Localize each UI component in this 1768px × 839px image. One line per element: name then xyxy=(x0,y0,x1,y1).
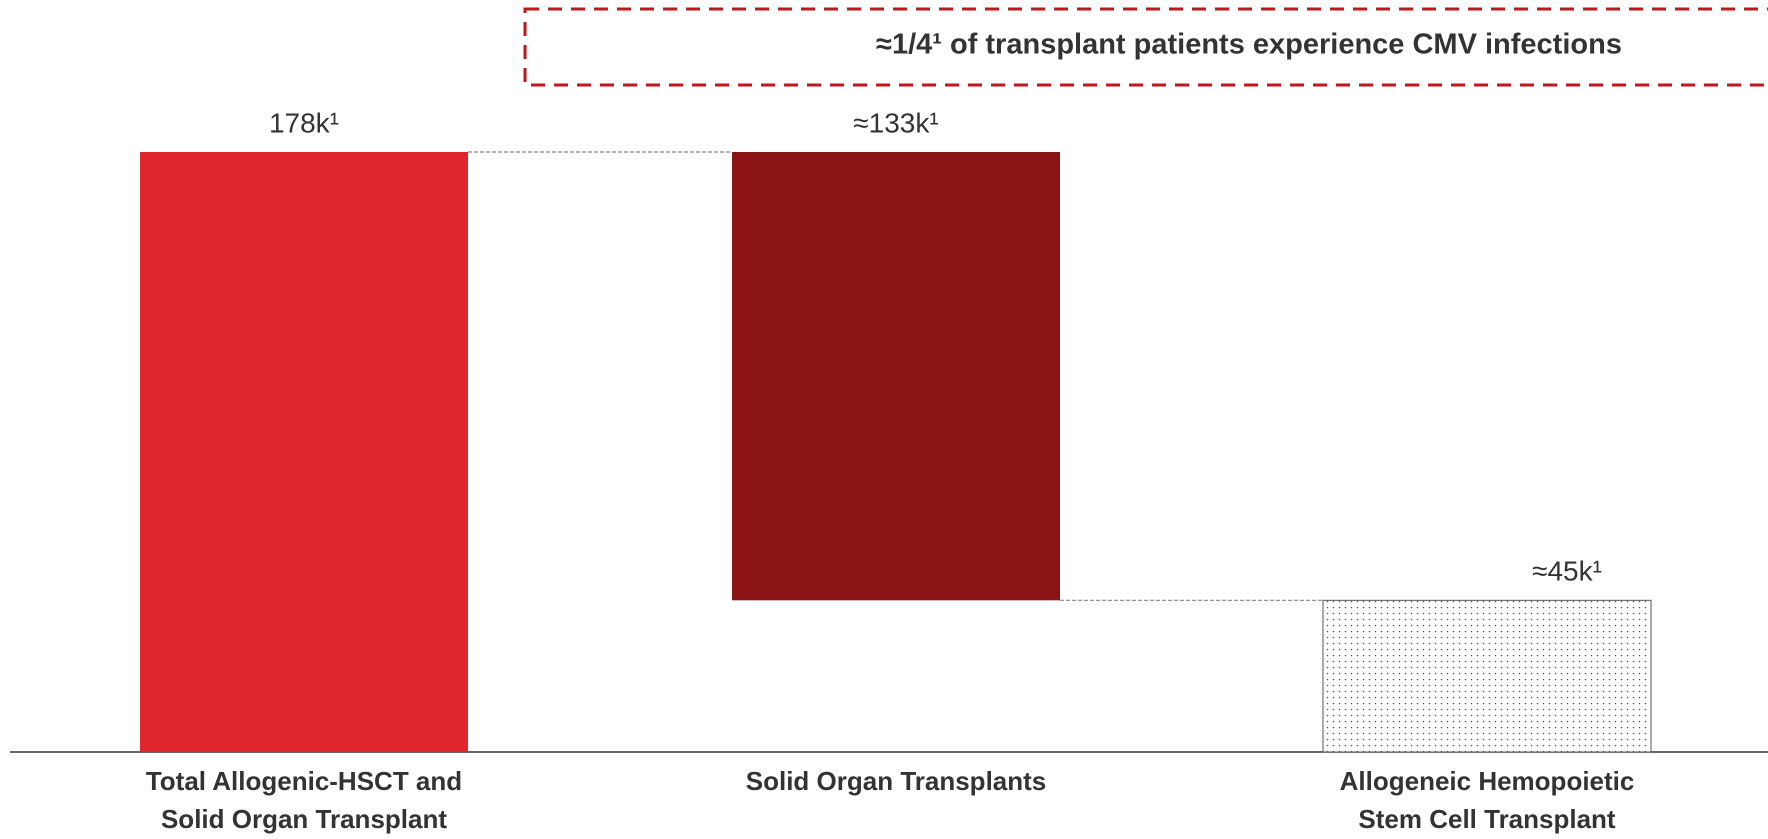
x-tick-label: Allogeneic Hemopoietic xyxy=(1340,766,1635,796)
x-tick-label: Stem Cell Transplant xyxy=(1358,804,1616,834)
value-label: ≈133k¹ xyxy=(853,107,938,138)
annotation-box xyxy=(523,7,1768,87)
bar xyxy=(1322,599,1652,753)
x-tick-label: Total Allogenic-HSCT and xyxy=(146,766,462,796)
x-tick-label: Solid Organ Transplants xyxy=(746,766,1047,796)
value-label: 178k¹ xyxy=(269,107,339,138)
bar xyxy=(140,152,468,752)
annotation: ≈1/4¹ of transplant patients experience … xyxy=(876,29,1622,61)
value-label: ≈45k¹ xyxy=(1532,556,1602,587)
bar xyxy=(732,152,1060,601)
x-tick-label: Solid Organ Transplant xyxy=(161,804,447,834)
